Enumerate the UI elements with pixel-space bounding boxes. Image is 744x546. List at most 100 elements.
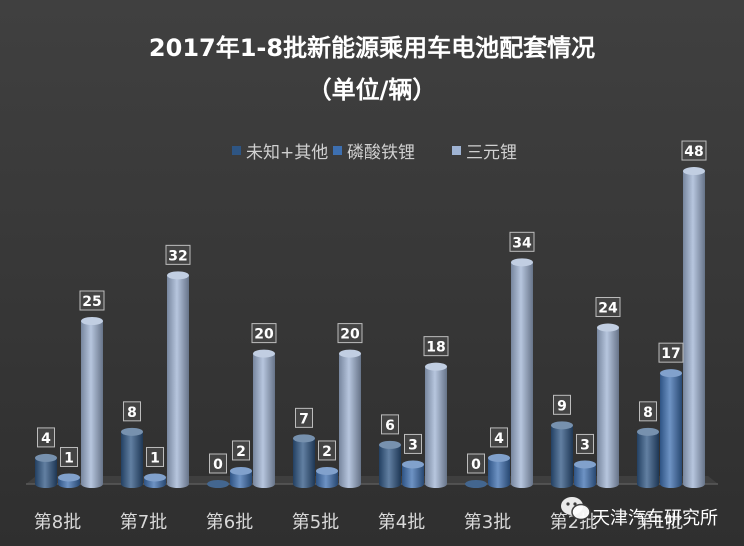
data-label: 8: [123, 401, 141, 422]
bar-top: [58, 473, 80, 482]
bar-body: [551, 425, 573, 484]
data-label-box: [165, 244, 191, 265]
bar-body: [402, 464, 424, 484]
bar: [511, 258, 533, 488]
bar-group: [293, 349, 361, 488]
data-label-box: [595, 297, 621, 318]
x-tick-label: 第7批: [120, 512, 167, 533]
data-label: 17: [658, 342, 684, 363]
bar-bottom: [551, 480, 573, 488]
bar-bottom: [379, 480, 401, 488]
data-label-box: [553, 394, 571, 415]
data-label-box: [509, 231, 535, 252]
data-label: 4: [37, 427, 55, 448]
bar-top: [574, 460, 596, 469]
data-label: 8: [639, 401, 657, 422]
bar: [35, 453, 57, 488]
bar: [81, 317, 103, 488]
bar: [637, 427, 659, 488]
data-label: 1: [60, 446, 78, 467]
bar-top: [121, 427, 143, 436]
x-tick-label: 第6批: [206, 512, 253, 533]
data-label-value: 0: [471, 457, 481, 473]
x-tick-label: 第8批: [34, 512, 81, 533]
bar-bottom: [293, 480, 315, 488]
data-label-value: 17: [661, 346, 680, 362]
bar-bottom: [574, 480, 596, 488]
data-label-value: 3: [580, 437, 590, 453]
data-label-box: [576, 433, 594, 454]
bar-top: [253, 349, 275, 358]
data-label: 20: [337, 323, 363, 344]
bar-body: [81, 321, 103, 484]
bar-top: [660, 369, 682, 378]
watermark-text: 天津汽车研究所: [592, 508, 718, 529]
bar-top: [379, 440, 401, 449]
chart-title: 2017年1-8批新能源乘用车电池配套情况: [149, 34, 595, 62]
bars: [35, 167, 705, 488]
bar: [253, 349, 275, 488]
bar-bottom: [511, 480, 533, 488]
data-label-value: 3: [408, 437, 418, 453]
data-label-value: 32: [168, 248, 187, 264]
bar-body: [167, 275, 189, 484]
data-label-value: 34: [512, 235, 532, 251]
bar-bottom: [660, 480, 682, 488]
bar-top: [425, 362, 447, 371]
data-label-box: [60, 446, 78, 467]
data-label-value: 24: [598, 301, 618, 317]
bar: [316, 466, 338, 488]
data-label-value: 7: [299, 411, 309, 427]
x-tick-label: 第1批: [636, 512, 683, 533]
bar-top: [683, 167, 705, 176]
bar: [167, 271, 189, 488]
bar-body: [339, 353, 361, 484]
data-label-box: [209, 453, 227, 474]
data-label-box: [490, 427, 508, 448]
data-label-box: [232, 440, 250, 461]
data-label: 1: [146, 446, 164, 467]
data-label: 18: [423, 336, 449, 357]
bar-top: [637, 427, 659, 436]
bar-top: [551, 421, 573, 430]
bar-body: [660, 373, 682, 484]
bar-bottom: [121, 480, 143, 488]
data-label-value: 6: [385, 418, 395, 434]
data-label-box: [681, 140, 707, 161]
bar-top: [402, 460, 424, 469]
bar: [597, 323, 619, 488]
data-label-value: 9: [557, 398, 567, 414]
bar: [660, 369, 682, 488]
bar-group: [637, 167, 705, 488]
bar-bottom: [167, 480, 189, 488]
bar-top: [35, 453, 57, 462]
bar: [574, 460, 596, 488]
x-tick-label: 第3批: [464, 512, 511, 533]
bar-top: [488, 453, 510, 462]
data-label: 2: [232, 440, 250, 461]
bar: [293, 434, 315, 488]
bar: [683, 167, 705, 488]
x-tick-label: 第4批: [378, 512, 425, 533]
bar-bottom: [253, 480, 275, 488]
data-label-box: [146, 446, 164, 467]
bar-group: [379, 362, 447, 488]
bar-group: [35, 317, 103, 488]
bar-group: [465, 258, 533, 488]
bar: [230, 466, 252, 488]
bar-body: [379, 444, 401, 484]
bar-bottom: [683, 480, 705, 488]
bar-body: [121, 431, 143, 484]
bar: [207, 480, 229, 488]
legend-label: 未知+其他: [246, 143, 328, 163]
bar-body: [253, 353, 275, 484]
data-label-value: 8: [643, 405, 653, 421]
data-label-box: [658, 342, 684, 363]
data-label: 20: [251, 323, 277, 344]
data-label: 3: [576, 433, 594, 454]
data-label-value: 4: [41, 431, 51, 447]
bar: [402, 460, 424, 488]
data-label: 25: [79, 290, 105, 311]
bar-body: [574, 464, 596, 484]
